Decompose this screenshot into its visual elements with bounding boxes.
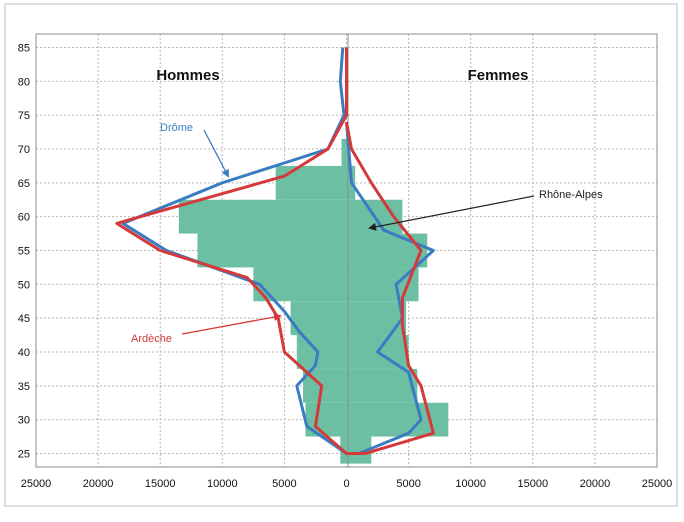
y-tick-label: 25 xyxy=(18,448,30,460)
y-tick-label: 40 xyxy=(18,347,30,359)
area-band-women xyxy=(346,368,418,403)
area-band-men xyxy=(178,199,347,234)
y-tick-label: 60 xyxy=(18,212,30,224)
axes: 25000 20000 15000 10000 5000 0 5000 10000 15000 2… xyxy=(18,43,673,490)
drome-line xyxy=(121,47,435,455)
x-tick-label: 5000 xyxy=(396,478,420,490)
x-tick-label: 15000 xyxy=(145,478,176,490)
ardeche-arrow xyxy=(181,313,282,335)
annotations: Hommes Femmes Drôme Ardèche Rhône-Alpes xyxy=(131,67,603,345)
y-tick-label: 80 xyxy=(18,76,30,88)
rhone-alpes-arrow xyxy=(368,195,535,231)
x-tick-label: 20000 xyxy=(83,478,114,490)
y-tick-label: 35 xyxy=(18,381,30,393)
area-band-men xyxy=(253,267,347,302)
area-band-women xyxy=(346,301,407,336)
x-tick-label: 0 xyxy=(343,478,349,490)
y-tick-label: 45 xyxy=(18,313,30,325)
y-tick-label: 65 xyxy=(18,178,30,190)
y-tick-label: 50 xyxy=(18,279,30,291)
drome-label: Drôme xyxy=(160,122,193,134)
drome-arrow xyxy=(203,129,229,178)
rhone-alpes-area xyxy=(178,138,449,464)
area-band-men xyxy=(341,138,347,166)
x-tick-label: 25000 xyxy=(642,478,673,490)
x-tick-label: 15000 xyxy=(518,478,549,490)
y-tick-label: 55 xyxy=(18,246,30,258)
plot-area-border xyxy=(35,33,658,468)
area-band-men xyxy=(290,301,347,336)
area-band-men xyxy=(296,335,347,369)
ardeche-label: Ardèche xyxy=(131,333,172,345)
rhone-alpes-label: Rhône-Alpes xyxy=(539,189,603,201)
x-tick-label: 20000 xyxy=(580,478,611,490)
series-lines xyxy=(115,47,435,455)
y-tick-label: 30 xyxy=(18,415,30,427)
y-tick-label: 70 xyxy=(18,144,30,156)
x-tick-label: 5000 xyxy=(272,478,296,490)
area-band-men xyxy=(197,233,347,268)
x-tick-label: 10000 xyxy=(207,478,238,490)
x-tick-label: 25000 xyxy=(21,478,52,490)
x-tick-label: 10000 xyxy=(455,478,486,490)
side-label-left: Hommes xyxy=(156,67,219,84)
ardeche-line xyxy=(115,47,435,455)
y-tick-label: 75 xyxy=(18,110,30,122)
y-tick-label: 85 xyxy=(18,43,30,55)
area-band-men xyxy=(275,165,347,200)
side-label-right: Femmes xyxy=(468,67,529,84)
